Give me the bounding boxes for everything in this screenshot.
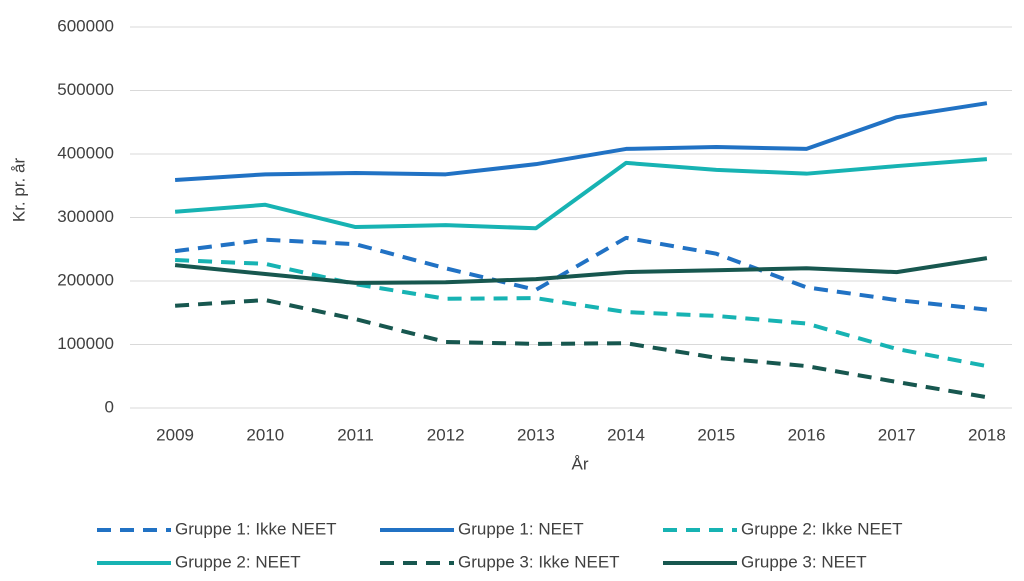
y-tick-label: 400000: [57, 143, 114, 162]
y-tick-label: 200000: [57, 270, 114, 289]
y-axis-label: Kr. pr. år: [9, 158, 28, 223]
legend-label: Gruppe 1: Ikke NEET: [175, 519, 337, 538]
legend-label: Gruppe 2: NEET: [175, 552, 301, 571]
y-tick-label: 0: [105, 397, 114, 416]
y-tick-label: 300000: [57, 207, 114, 226]
legend-label: Gruppe 3: NEET: [741, 552, 867, 571]
x-tick-label: 2010: [246, 425, 284, 444]
line-series: [174, 298, 988, 400]
line-series: [174, 157, 988, 231]
x-tick-label: 2014: [607, 425, 645, 444]
x-tick-label: 2017: [878, 425, 916, 444]
x-tick-label: 2011: [337, 425, 374, 444]
x-axis-label: År: [572, 454, 589, 473]
legend-label: Gruppe 1: NEET: [458, 519, 584, 538]
line-series: [174, 101, 988, 183]
x-tick-label: 2016: [788, 425, 826, 444]
line-series: [174, 235, 988, 312]
x-tick-label: 2015: [697, 425, 735, 444]
line-series: [174, 256, 988, 285]
y-tick-label: 500000: [57, 80, 114, 99]
legend-label: Gruppe 3: Ikke NEET: [458, 552, 620, 571]
legend-label: Gruppe 2: Ikke NEET: [741, 519, 903, 538]
y-tick-label: 100000: [57, 334, 114, 353]
x-tick-label: 2018: [968, 425, 1006, 444]
y-tick-label: 600000: [57, 16, 114, 35]
x-tick-label: 2009: [156, 425, 194, 444]
x-tick-label: 2013: [517, 425, 555, 444]
x-tick-label: 2012: [427, 425, 465, 444]
